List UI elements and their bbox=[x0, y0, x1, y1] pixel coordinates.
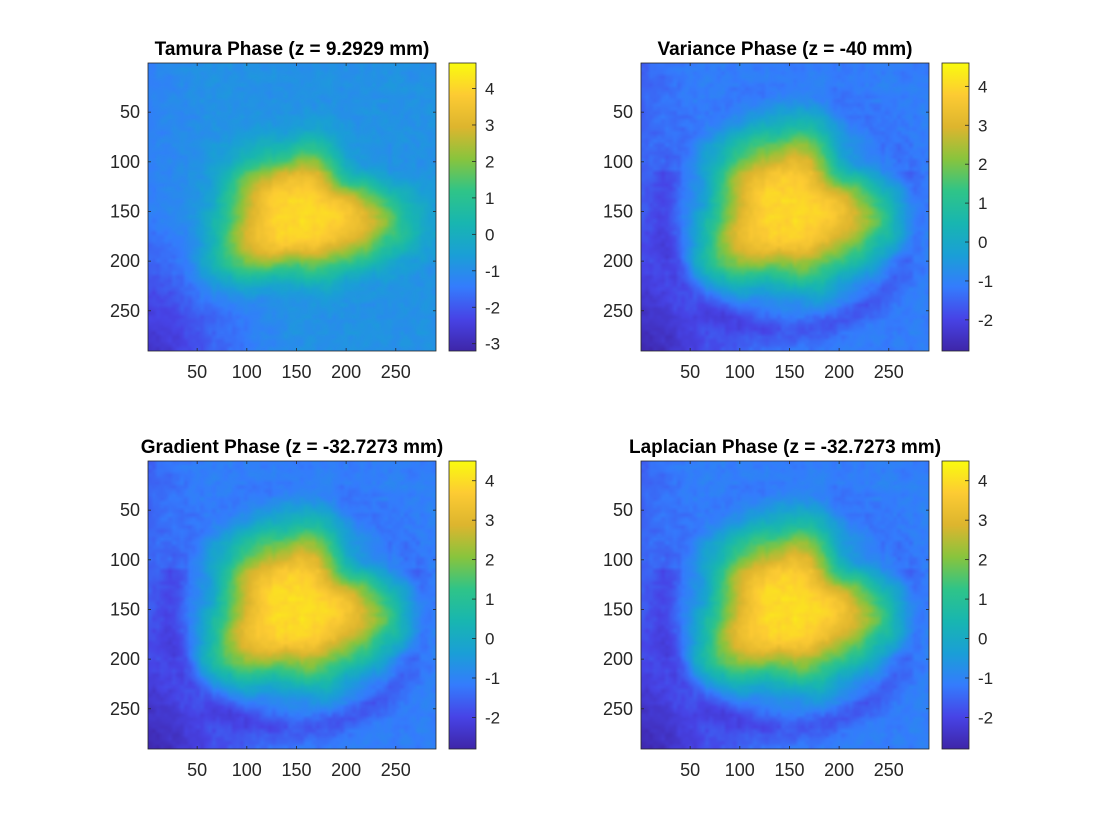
heatmap-image bbox=[641, 461, 929, 749]
x-tick-label: 50 bbox=[187, 362, 207, 382]
colorbar bbox=[941, 460, 970, 750]
colorbar-tick-label: 4 bbox=[978, 77, 987, 96]
colorbar-tick-label: 3 bbox=[485, 511, 494, 530]
heatmap-image bbox=[148, 461, 436, 749]
y-tick-label: 200 bbox=[603, 251, 633, 271]
colorbar-tick-label: 4 bbox=[485, 472, 494, 491]
y-tick-label: 50 bbox=[120, 500, 140, 520]
colorbar-tick-label: 0 bbox=[978, 233, 987, 252]
colorbar-tick-label: 2 bbox=[485, 551, 494, 570]
y-tick-label: 50 bbox=[613, 500, 633, 520]
colorbar-tick-label: 0 bbox=[485, 225, 494, 244]
colorbar-tick-label: 4 bbox=[978, 472, 987, 491]
colorbar-tick-label: 1 bbox=[485, 590, 494, 609]
subplot-2: Variance Phase (z = -40 mm)50 100 150 200 25… bbox=[603, 39, 993, 382]
y-tick-label: 100 bbox=[110, 152, 140, 172]
colorbar-tick-label: 0 bbox=[978, 630, 987, 649]
x-tick-label: 50 bbox=[187, 760, 207, 780]
y-tick-label: 150 bbox=[110, 599, 140, 619]
x-tick-label: 250 bbox=[381, 760, 411, 780]
x-tick-label: 100 bbox=[232, 760, 262, 780]
colorbar-tick-label: 1 bbox=[485, 189, 494, 208]
colorbar-tick-label: -1 bbox=[978, 669, 993, 688]
axes-frame bbox=[640, 62, 930, 352]
x-tick-label: 50 bbox=[680, 760, 700, 780]
y-tick-label: 150 bbox=[110, 201, 140, 221]
x-tick-label: 100 bbox=[232, 362, 262, 382]
x-tick-label: 200 bbox=[331, 362, 361, 382]
y-tick-label: 250 bbox=[110, 699, 140, 719]
x-tick-label: 50 bbox=[680, 362, 700, 382]
colorbar-tick-label: 2 bbox=[978, 551, 987, 570]
x-tick-label: 200 bbox=[824, 362, 854, 382]
y-tick-label: 250 bbox=[110, 301, 140, 321]
colorbar-tick-label: 2 bbox=[485, 152, 494, 171]
colorbar-tick-label: 2 bbox=[978, 155, 987, 174]
subplot-1: Tamura Phase (z = 9.2929 mm)50 100 150 200 2… bbox=[110, 39, 500, 382]
subplot-title: Laplacian Phase (z = -32.7273 mm) bbox=[629, 437, 941, 458]
y-tick-label: 100 bbox=[603, 550, 633, 570]
x-tick-label: 250 bbox=[874, 362, 904, 382]
subplot-title: Variance Phase (z = -40 mm) bbox=[657, 39, 912, 60]
colorbar-tick-label: 1 bbox=[978, 194, 987, 213]
colorbar bbox=[941, 62, 970, 352]
x-tick-label: 200 bbox=[331, 760, 361, 780]
y-tick-label: 150 bbox=[603, 201, 633, 221]
x-tick-label: 250 bbox=[874, 760, 904, 780]
x-tick-label: 100 bbox=[725, 760, 755, 780]
colorbar bbox=[448, 460, 477, 750]
subplot-title: Gradient Phase (z = -32.7273 mm) bbox=[141, 437, 444, 458]
x-tick-label: 250 bbox=[381, 362, 411, 382]
x-tick-label: 150 bbox=[774, 760, 804, 780]
y-tick-label: 100 bbox=[110, 550, 140, 570]
y-tick-label: 250 bbox=[603, 301, 633, 321]
y-tick-label: 250 bbox=[603, 699, 633, 719]
colorbar-tick-label: -1 bbox=[485, 262, 500, 281]
colorbar-tick-label: -2 bbox=[978, 311, 993, 330]
subplot-3: Gradient Phase (z = -32.7273 mm)50 100 150… bbox=[110, 437, 500, 780]
colorbar-tick-label: 0 bbox=[485, 630, 494, 649]
colorbar-tick-label: 4 bbox=[485, 80, 494, 99]
colorbar-tick-label: -1 bbox=[485, 669, 500, 688]
x-tick-label: 200 bbox=[824, 760, 854, 780]
axes-frame bbox=[147, 460, 437, 750]
heatmap-image bbox=[641, 63, 929, 351]
colorbar-tick-label: 3 bbox=[978, 511, 987, 530]
x-tick-label: 100 bbox=[725, 362, 755, 382]
colorbar-tick-label: -1 bbox=[978, 272, 993, 291]
colorbar-tick-label: -2 bbox=[485, 298, 500, 317]
axes-frame bbox=[640, 460, 930, 750]
y-tick-label: 100 bbox=[603, 152, 633, 172]
y-tick-label: 200 bbox=[110, 649, 140, 669]
subplot-title: Tamura Phase (z = 9.2929 mm) bbox=[155, 39, 430, 60]
colorbar-tick-label: 1 bbox=[978, 590, 987, 609]
colorbar bbox=[448, 62, 477, 352]
colorbar-tick-label: -2 bbox=[485, 708, 500, 727]
y-tick-label: 50 bbox=[613, 102, 633, 122]
x-tick-label: 150 bbox=[281, 760, 311, 780]
y-tick-label: 200 bbox=[603, 649, 633, 669]
y-tick-label: 150 bbox=[603, 599, 633, 619]
subplot-4: Laplacian Phase (z = -32.7273 mm)50 100 15… bbox=[603, 437, 993, 780]
x-tick-label: 150 bbox=[281, 362, 311, 382]
y-tick-label: 50 bbox=[120, 102, 140, 122]
colorbar-tick-label: -3 bbox=[485, 335, 500, 354]
axes-frame bbox=[147, 62, 437, 352]
colorbar-tick-label: -2 bbox=[978, 708, 993, 727]
colorbar-tick-label: 3 bbox=[485, 116, 494, 135]
x-tick-label: 150 bbox=[774, 362, 804, 382]
colorbar-tick-label: 3 bbox=[978, 116, 987, 135]
y-tick-label: 200 bbox=[110, 251, 140, 271]
heatmap-image bbox=[148, 63, 436, 351]
